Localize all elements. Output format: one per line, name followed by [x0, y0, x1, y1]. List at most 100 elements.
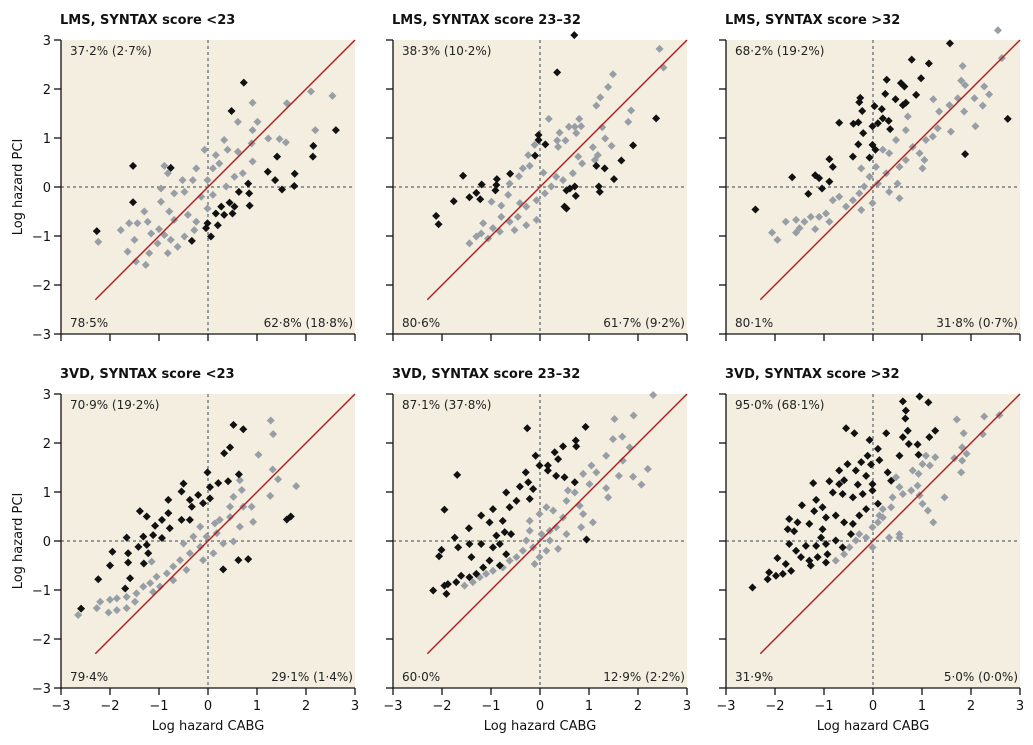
black-diamond-marker: [151, 521, 160, 530]
gray-diamond-marker: [828, 196, 837, 205]
gray-diamond-marker: [132, 589, 141, 598]
black-diamond-marker: [877, 105, 886, 114]
y-tick-label: 2: [43, 437, 51, 452]
black-diamond-marker: [476, 195, 485, 204]
black-diamond-marker: [825, 177, 834, 186]
gray-diamond-marker: [887, 503, 896, 512]
black-diamond-marker: [506, 169, 515, 178]
black-diamond-marker: [465, 193, 474, 202]
black-diamond-marker: [788, 173, 797, 182]
gray-diamond-marker: [878, 145, 887, 154]
x-tick-label: 3: [351, 699, 359, 714]
gray-diamond-marker: [540, 189, 549, 198]
black-diamond-marker: [199, 499, 208, 508]
black-diamond-marker: [449, 197, 458, 206]
black-diamond-marker: [873, 119, 882, 128]
gray-diamond-marker: [269, 430, 278, 439]
black-diamond-marker: [600, 164, 609, 173]
black-diamond-marker: [868, 486, 877, 495]
black-diamond-marker: [308, 152, 317, 161]
black-diamond-marker: [793, 518, 802, 527]
gray-diamond-marker: [112, 594, 121, 603]
gray-diamond-marker: [602, 484, 611, 493]
gray-diamond-marker: [553, 136, 562, 145]
black-diamond-marker: [817, 533, 826, 542]
black-diamond-marker: [234, 187, 243, 196]
black-diamond-marker: [220, 449, 229, 458]
black-diamond-marker: [108, 547, 117, 556]
gray-diamond-marker: [292, 482, 301, 491]
gray-diamond-marker: [649, 390, 658, 399]
gray-diamond-marker: [552, 523, 561, 532]
black-diamond-marker: [783, 525, 792, 534]
gray-diamond-marker: [878, 505, 887, 514]
gray-diamond-marker: [835, 192, 844, 201]
black-diamond-marker: [485, 518, 494, 527]
gray-diamond-marker: [532, 215, 541, 224]
gray-diamond-marker: [903, 112, 912, 121]
black-diamond-marker: [781, 560, 790, 569]
black-diamond-marker: [868, 122, 877, 131]
black-diamond-marker: [617, 156, 626, 165]
gray-diamond-marker: [200, 145, 209, 154]
gray-diamond-marker: [564, 122, 573, 131]
gray-diamond-marker: [893, 179, 902, 188]
gray-diamond-marker: [848, 196, 857, 205]
gray-diamond-marker: [929, 518, 938, 527]
black-diamond-marker: [854, 140, 863, 149]
y-tick-label: −1: [32, 230, 51, 245]
gray-diamond-marker: [488, 224, 497, 233]
gray-diamond-marker: [160, 161, 169, 170]
black-diamond-marker: [245, 189, 254, 198]
gray-diamond-marker: [247, 502, 256, 511]
gray-diamond-marker: [465, 239, 474, 248]
black-diamond-marker: [440, 581, 449, 590]
black-diamond-marker: [771, 571, 780, 580]
black-diamond-marker: [848, 493, 857, 502]
black-diamond-marker: [263, 167, 272, 176]
black-diamond-marker: [194, 490, 203, 499]
gray-diamond-marker: [203, 176, 212, 185]
gray-diamond-marker: [147, 229, 156, 238]
black-diamond-marker: [870, 102, 879, 111]
black-diamond-marker: [492, 175, 501, 184]
black-diamond-marker: [790, 527, 799, 536]
black-diamond-marker: [495, 539, 504, 548]
gray-diamond-marker: [518, 546, 527, 555]
black-diamond-marker: [812, 541, 821, 550]
y-tick-label: 3: [43, 34, 51, 49]
panel-title: LMS, SYNTAX score <23: [60, 13, 235, 28]
gray-diamond-marker: [487, 197, 496, 206]
x-tick-label: −2: [765, 699, 784, 714]
black-diamond-marker: [873, 499, 882, 508]
gray-diamond-marker: [188, 176, 197, 185]
black-diamond-marker: [821, 539, 830, 548]
gray-diamond-marker: [479, 219, 488, 228]
black-diamond-marker: [525, 494, 534, 503]
black-diamond-marker: [825, 155, 834, 164]
black-diamond-marker: [106, 561, 114, 570]
black-diamond-marker: [582, 535, 591, 544]
gray-diamond-marker: [840, 550, 849, 559]
gray-diamond-marker: [898, 489, 907, 498]
black-diamond-marker: [851, 466, 860, 475]
black-diamond-marker: [502, 550, 511, 559]
x-tick-label: 2: [302, 699, 310, 714]
gray-diamond-marker: [504, 190, 513, 199]
gray-diamond-marker: [155, 225, 163, 234]
gray-diamond-marker: [901, 156, 910, 165]
gray-diamond-marker: [233, 117, 242, 126]
gray-diamond-marker: [505, 179, 514, 188]
black-diamond-marker: [529, 485, 538, 494]
gray-diamond-marker: [895, 194, 904, 203]
black-diamond-marker: [821, 558, 830, 567]
black-diamond-marker: [77, 604, 86, 613]
black-diamond-marker: [925, 433, 934, 442]
black-diamond-marker: [453, 470, 462, 479]
gray-diamond-marker: [609, 70, 618, 79]
x-tick-label: 0: [869, 699, 877, 714]
black-diamond-marker: [134, 542, 143, 551]
gray-diamond-marker: [588, 143, 597, 152]
black-diamond-marker: [842, 424, 851, 433]
black-diamond-marker: [124, 558, 133, 567]
